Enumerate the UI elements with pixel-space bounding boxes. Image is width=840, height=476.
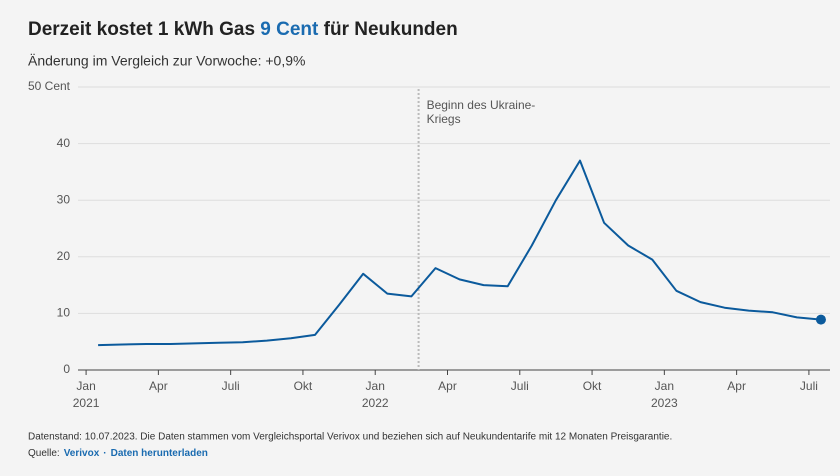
y-tick-label: 20 [57, 249, 71, 263]
x-tick-label: Juli [511, 379, 529, 393]
x-tick-label: Okt [583, 379, 602, 393]
title-part: für Neukunden [318, 19, 457, 40]
line [98, 159, 822, 347]
annotation-text: Beginn des Ukraine- [427, 98, 536, 112]
year-label: 2021 [73, 396, 100, 410]
download-link[interactable]: Daten herunterladen [111, 448, 208, 459]
x-tick-label: Apr [727, 379, 746, 393]
source-link[interactable]: Verivox [64, 448, 100, 459]
title-part: Derzeit kostet 1 kWh Gas [28, 19, 260, 40]
x-tick-label: Juli [800, 379, 818, 393]
y-tick-label: 0 [63, 362, 70, 376]
title-highlight: 9 Cent [260, 19, 319, 40]
x-tick-label: Jan [76, 379, 95, 393]
x-tick-label: Jan [366, 379, 385, 393]
x-tick-label: Apr [149, 379, 168, 393]
year-label: 2023 [651, 396, 678, 410]
x-tick-label: Okt [294, 379, 313, 393]
x-tick-label: Apr [438, 379, 457, 393]
x-tick-label: Jan [655, 379, 674, 393]
chart-title: Derzeit kostet 1 kWh Gas 9 Cent für Neuk… [28, 19, 458, 40]
y-tick-label: 50 Cent [28, 79, 71, 93]
source-label: Quelle: [28, 448, 60, 459]
note: Datenstand: 10.07.2023. Die Daten stamme… [28, 432, 672, 443]
end-point [815, 314, 826, 325]
subtitle: Änderung im Vergleich zur Vorwoche: +0,9… [28, 53, 305, 69]
y-tick-label: 40 [57, 136, 71, 150]
annotation-text: Kriegs [427, 112, 461, 126]
year-label: 2022 [362, 396, 389, 410]
y-tick-label: 10 [57, 306, 71, 320]
x-tick-label: Juli [222, 379, 240, 393]
separator: · [103, 448, 106, 459]
source: Quelle: Verivox · Daten herunterladen [28, 448, 208, 459]
y-tick-label: 30 [57, 192, 71, 206]
